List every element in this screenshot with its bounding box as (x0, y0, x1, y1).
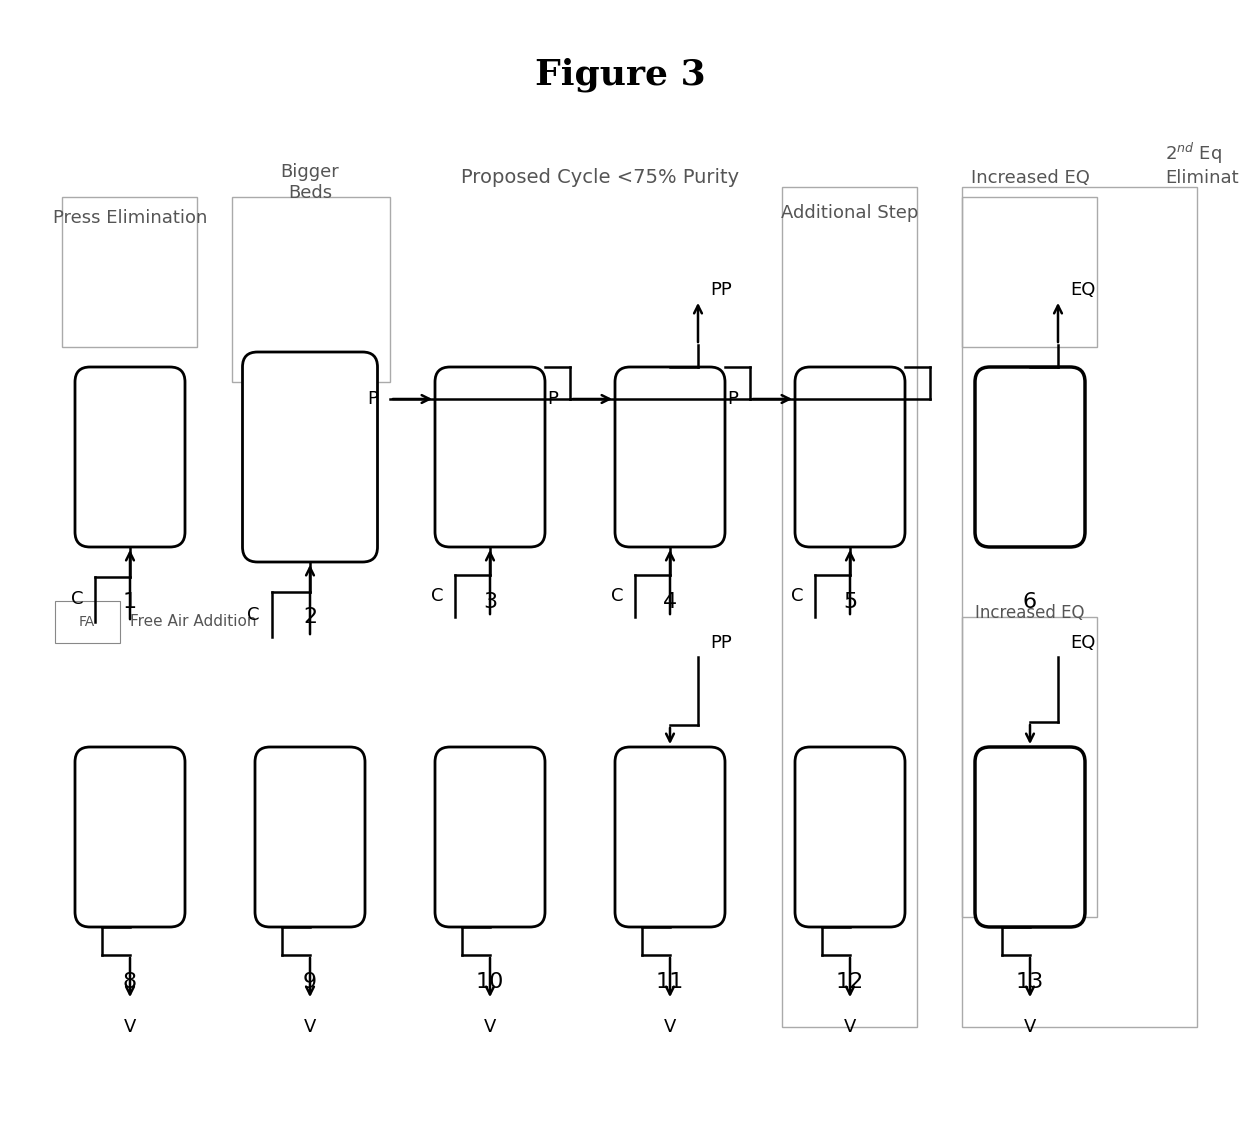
Text: P: P (727, 390, 738, 408)
Text: $2^{nd}$ Eq
Elimination: $2^{nd}$ Eq Elimination (1166, 141, 1240, 186)
FancyBboxPatch shape (795, 367, 905, 547)
Text: V: V (484, 1018, 496, 1036)
Bar (782, 186, 918, 1027)
FancyBboxPatch shape (975, 367, 1085, 547)
FancyBboxPatch shape (975, 747, 1085, 927)
Text: EQ: EQ (1070, 634, 1095, 652)
FancyBboxPatch shape (615, 367, 725, 547)
Text: Increased EQ: Increased EQ (971, 169, 1090, 186)
Text: Bigger
Beds: Bigger Beds (280, 164, 340, 202)
Text: PP: PP (711, 281, 732, 299)
FancyBboxPatch shape (435, 747, 546, 927)
Text: 5: 5 (843, 592, 857, 612)
Text: 11: 11 (656, 972, 684, 991)
Text: 1: 1 (123, 592, 138, 612)
FancyBboxPatch shape (795, 747, 905, 927)
Text: Free Air Addition: Free Air Addition (129, 614, 255, 630)
Text: 13: 13 (1016, 972, 1044, 991)
Text: PP: PP (711, 634, 732, 652)
Text: V: V (663, 1018, 676, 1036)
Bar (55, 601, 119, 644)
Text: Additional Step: Additional Step (781, 204, 919, 222)
Text: 12: 12 (836, 972, 864, 991)
Text: 4: 4 (663, 592, 677, 612)
Text: C: C (248, 606, 260, 623)
FancyBboxPatch shape (255, 747, 365, 927)
Bar (962, 186, 1197, 1027)
Text: EQ: EQ (1070, 281, 1095, 299)
FancyBboxPatch shape (435, 367, 546, 547)
Bar (962, 617, 1097, 918)
Text: 8: 8 (123, 972, 138, 991)
Text: V: V (124, 1018, 136, 1036)
Text: C: C (791, 587, 804, 605)
Bar (962, 197, 1097, 347)
FancyBboxPatch shape (615, 747, 725, 927)
Text: FA: FA (79, 615, 95, 629)
Text: Figure 3: Figure 3 (534, 57, 706, 91)
FancyBboxPatch shape (243, 352, 377, 562)
Text: P: P (547, 390, 558, 408)
Text: V: V (304, 1018, 316, 1036)
Text: C: C (430, 587, 443, 605)
Text: 6: 6 (1023, 592, 1037, 612)
Text: 3: 3 (482, 592, 497, 612)
Text: V: V (1024, 1018, 1037, 1036)
Text: P: P (367, 390, 378, 408)
Text: 10: 10 (476, 972, 505, 991)
FancyBboxPatch shape (74, 747, 185, 927)
Text: V: V (843, 1018, 856, 1036)
Text: Press Elimination: Press Elimination (53, 209, 207, 227)
Text: C: C (610, 587, 622, 605)
Bar (62, 197, 197, 347)
Text: 9: 9 (303, 972, 317, 991)
FancyBboxPatch shape (74, 367, 185, 547)
Text: C: C (71, 590, 83, 608)
Text: Increased EQ: Increased EQ (975, 604, 1085, 622)
Text: Proposed Cycle <75% Purity: Proposed Cycle <75% Purity (461, 168, 739, 186)
Text: 2: 2 (303, 607, 317, 626)
Bar (232, 197, 391, 382)
